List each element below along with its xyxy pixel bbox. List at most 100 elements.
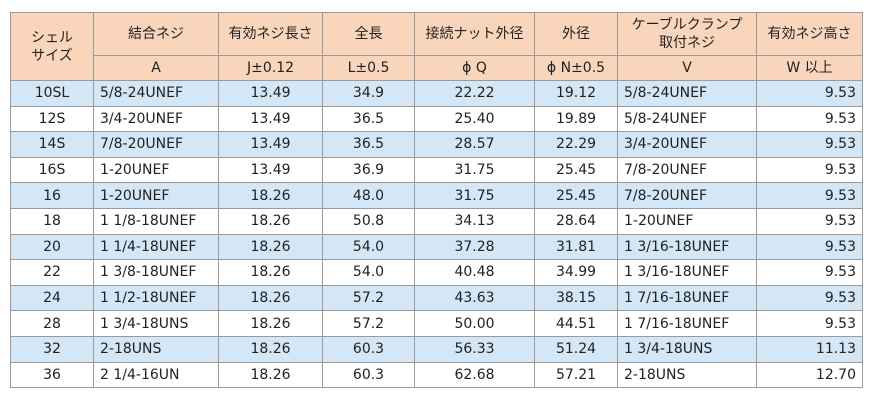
table-cell: 57.2 <box>322 284 415 312</box>
table-cell: 1-20UNEF <box>93 156 219 184</box>
table-cell: 9.53 <box>756 80 863 107</box>
table-cell: 9.53 <box>756 284 863 312</box>
spec-table: シェル サイズ 結合ネジ 有効ネジ長さ 全長 接続ナット外径 外径 ケーブルクランプ 取付ネ… <box>10 12 863 389</box>
table-cell: 24 <box>10 284 94 312</box>
table-row: 32 2-18UNS 18.26 60.3 56.33 51.24 1 3/4-18UNS 1… <box>10 335 863 363</box>
table-cell: 57.21 <box>534 361 618 389</box>
table-cell: 7/8-20UNEF <box>617 156 757 184</box>
header-cell: ケーブルクランプ 取付ネジ <box>617 12 757 56</box>
table-cell: 32 <box>10 335 94 363</box>
table-cell: 37.28 <box>414 233 535 261</box>
header-sub-cell: ϕ Q <box>414 55 535 81</box>
table-row: 18 1 1/8-18UNEF 18.26 50.8 34.13 28.64 1-20UNE… <box>10 207 863 235</box>
table-cell: 36.5 <box>322 105 415 133</box>
table-cell: 18.26 <box>218 310 323 337</box>
table-cell: 56.33 <box>414 335 535 363</box>
header-cell: 全長 <box>322 12 415 56</box>
table-cell: 60.3 <box>322 335 415 363</box>
table-cell: 9.53 <box>756 131 863 158</box>
table-cell: 31.75 <box>414 182 535 209</box>
table-cell: 16S <box>10 156 94 184</box>
table-cell: 1 1/2-18UNEF <box>93 284 219 312</box>
table-cell: 2 1/4-16UN <box>93 361 219 389</box>
table-cell: 1 3/16-18UNEF <box>617 233 757 261</box>
table-cell: 44.51 <box>534 310 618 337</box>
table-cell: 9.53 <box>756 156 863 184</box>
table-cell: 28.57 <box>414 131 535 158</box>
table-cell: 50.00 <box>414 310 535 337</box>
table-cell: 62.68 <box>414 361 535 389</box>
table-cell: 2-18UNS <box>617 361 757 389</box>
table-cell: 1 3/4-18UNS <box>617 335 757 363</box>
table-row: 10SL 5/8-24UNEF 13.49 34.9 22.22 19.12 5/8-24U… <box>10 80 863 107</box>
table-cell: 18.26 <box>218 284 323 312</box>
table-cell: 40.48 <box>414 259 535 286</box>
table-cell: 10SL <box>10 80 94 107</box>
table-cell: 28 <box>10 310 94 337</box>
table-cell: 7/8-20UNEF <box>93 131 219 158</box>
table-cell: 18.26 <box>218 233 323 261</box>
table-cell: 5/8-24UNEF <box>617 80 757 107</box>
table-cell: 13.49 <box>218 156 323 184</box>
table-cell: 19.12 <box>534 80 618 107</box>
table-cell: 5/8-24UNEF <box>93 80 219 107</box>
table-cell: 18.26 <box>218 361 323 389</box>
table-cell: 2-18UNS <box>93 335 219 363</box>
header-sub-cell: A <box>93 55 219 81</box>
table-cell: 36.9 <box>322 156 415 184</box>
table-cell: 50.8 <box>322 207 415 235</box>
table-cell: 1 1/4-18UNEF <box>93 233 219 261</box>
table-cell: 1 7/16-18UNEF <box>617 310 757 337</box>
header-cell: 有効ネジ高さ <box>756 12 863 56</box>
table-cell: 12.70 <box>756 361 863 389</box>
table-cell: 34.13 <box>414 207 535 235</box>
table-cell: 34.9 <box>322 80 415 107</box>
table-cell: 43.63 <box>414 284 535 312</box>
table-cell: 31.75 <box>414 156 535 184</box>
table-cell: 3/4-20UNEF <box>617 131 757 158</box>
table-cell: 18.26 <box>218 259 323 286</box>
table-row: 16S 1-20UNEF 13.49 36.9 31.75 25.45 7/8-20UNEF… <box>10 156 863 184</box>
table-row: 16 1-20UNEF 18.26 48.0 31.75 25.45 7/8-20UNEF 9… <box>10 182 863 209</box>
table-row: 24 1 1/2-18UNEF 18.26 57.2 43.63 38.15 1 7/16-… <box>10 284 863 312</box>
header-row: シェル サイズ 結合ネジ 有効ネジ長さ 全長 接続ナット外径 外径 ケーブルクランプ 取付ネ… <box>10 12 863 81</box>
header-cell: 有効ネジ長さ <box>218 12 323 56</box>
table-cell: 54.0 <box>322 233 415 261</box>
header-sub-cell: L±0.5 <box>322 55 415 81</box>
table-cell: 20 <box>10 233 94 261</box>
table-cell: 14S <box>10 131 94 158</box>
table-cell: 9.53 <box>756 259 863 286</box>
header-sub-cell: V <box>617 55 757 81</box>
table-row: 36 2 1/4-16UN 18.26 60.3 62.68 57.21 2-18UNS 12… <box>10 361 863 389</box>
table-cell: 1 3/8-18UNEF <box>93 259 219 286</box>
table-cell: 36.5 <box>322 131 415 158</box>
table-cell: 57.2 <box>322 310 415 337</box>
table-cell: 25.40 <box>414 105 535 133</box>
table-cell: 60.3 <box>322 361 415 389</box>
table-cell: 25.45 <box>534 156 618 184</box>
table-cell: 13.49 <box>218 105 323 133</box>
table-cell: 19.89 <box>534 105 618 133</box>
table-cell: 1 7/16-18UNEF <box>617 284 757 312</box>
table-row: 14S 7/8-20UNEF 13.49 36.5 28.57 22.29 3/4-20UN… <box>10 131 863 158</box>
table-cell: 1 3/4-18UNS <box>93 310 219 337</box>
table-body: 10SL 5/8-24UNEF 13.49 34.9 22.22 19.12 5/8-24U… <box>10 80 863 389</box>
table-cell: 28.64 <box>534 207 618 235</box>
header-cell: 外径 <box>534 12 618 56</box>
table-cell: 25.45 <box>534 182 618 209</box>
header-cell: シェル サイズ <box>10 12 94 81</box>
table-cell: 48.0 <box>322 182 415 209</box>
table-cell: 38.15 <box>534 284 618 312</box>
table-cell: 22.29 <box>534 131 618 158</box>
header-sub-cell: W 以上 <box>756 55 863 81</box>
table-cell: 34.99 <box>534 259 618 286</box>
table-row: 12S 3/4-20UNEF 13.49 36.5 25.40 19.89 5/8-24UN… <box>10 105 863 133</box>
header-sub-cell: J±0.12 <box>218 55 323 81</box>
table-cell: 3/4-20UNEF <box>93 105 219 133</box>
table-cell: 9.53 <box>756 207 863 235</box>
table-cell: 51.24 <box>534 335 618 363</box>
header-cell: 結合ネジ <box>93 12 219 56</box>
table-cell: 1 1/8-18UNEF <box>93 207 219 235</box>
table-cell: 12S <box>10 105 94 133</box>
